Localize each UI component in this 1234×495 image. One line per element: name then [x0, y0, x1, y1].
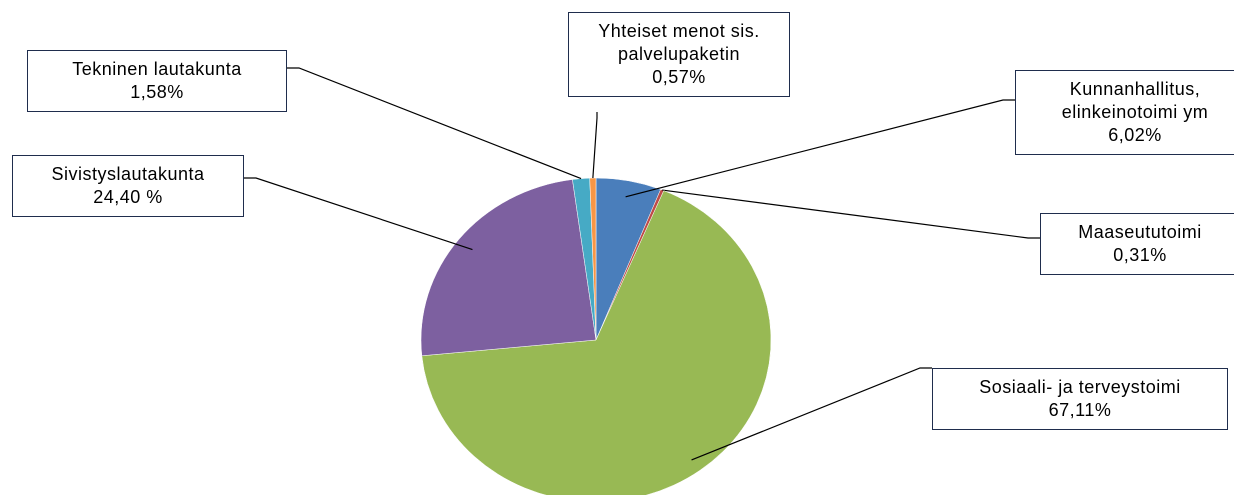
label-name: Yhteiset menot sis. palvelupaketin	[598, 21, 760, 64]
pie-slice	[420, 179, 597, 357]
pie-slice	[589, 177, 597, 341]
leader-line	[691, 367, 932, 461]
data-label: Sosiaali- ja terveystoimi 67,11%	[932, 368, 1228, 430]
label-value: 0,31%	[1113, 245, 1167, 265]
leader-line	[244, 177, 473, 251]
label-value: 67,11%	[1048, 400, 1112, 420]
label-name: Sivistyslautakunta	[51, 164, 205, 184]
label-name: Tekninen lautakunta	[72, 59, 242, 79]
label-name: Maaseututoimi	[1078, 222, 1202, 242]
leader-line	[592, 112, 598, 179]
label-value: 6,02%	[1108, 125, 1162, 145]
data-label: Kunnanhallitus, elinkeinotoimi ym 6,02%	[1015, 70, 1234, 155]
label-name: Sosiaali- ja terveystoimi	[979, 377, 1181, 397]
label-name: Kunnanhallitus, elinkeinotoimi ym	[1061, 79, 1209, 122]
data-label: Tekninen lautakunta 1,58%	[27, 50, 287, 112]
label-value: 0,57%	[652, 67, 706, 87]
leader-line	[287, 67, 582, 180]
data-label: Yhteiset menot sis. palvelupaketin 0,57%	[568, 12, 790, 97]
data-label: Maaseututoimi 0,31%	[1040, 213, 1234, 275]
leader-line	[662, 189, 1040, 239]
leader-line	[625, 99, 1015, 198]
data-label: Sivistyslautakunta 24,40 %	[12, 155, 244, 217]
label-value: 24,40 %	[93, 187, 163, 207]
pie-slice	[421, 190, 772, 495]
label-value: 1,58%	[130, 82, 184, 102]
